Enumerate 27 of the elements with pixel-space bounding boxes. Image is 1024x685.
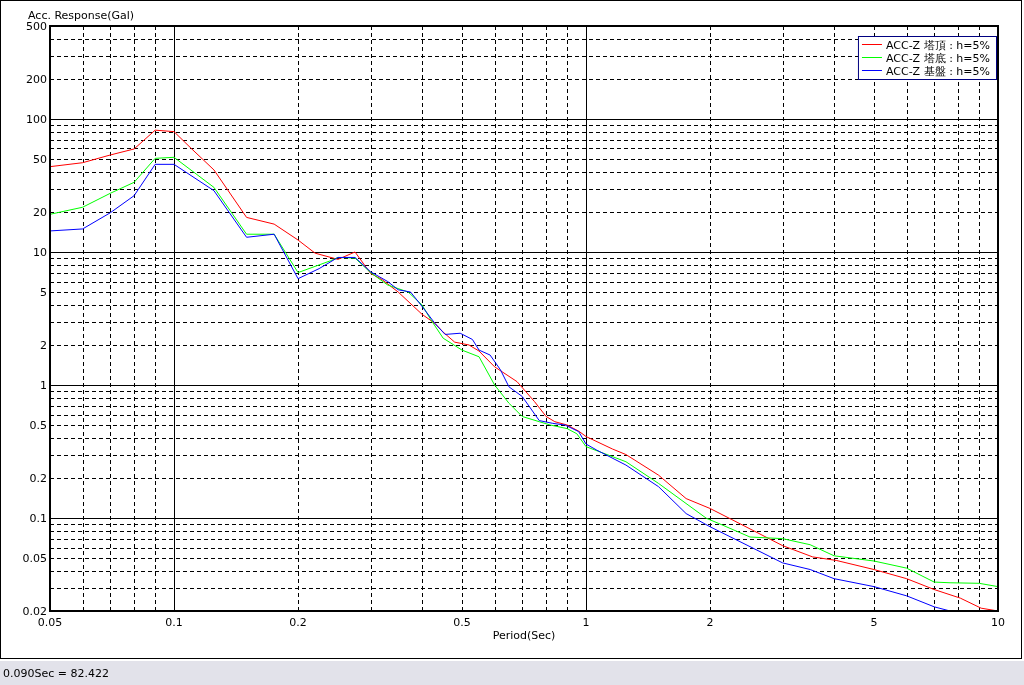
x-tick-label: 0.5 (453, 616, 471, 629)
y-tick-label: 0.5 (29, 419, 47, 433)
x-tick-label: 0.1 (165, 616, 183, 629)
x-tick-label: 1 (582, 616, 590, 629)
y-tick-label: 0.1 (29, 512, 47, 526)
y-tick-label: 1 (40, 379, 47, 393)
legend-label: ACC-Z 塔頂 : h=5% (885, 38, 990, 52)
y-tick-label: 2 (40, 338, 47, 352)
legend-label: ACC-Z 塔底 : h=5% (885, 51, 990, 65)
y-tick-label: 50 (33, 153, 47, 167)
y-tick-label: 5 (40, 286, 47, 300)
y-tick-label: 20 (33, 205, 47, 219)
text: 0.090Sec = 82.422 (3, 667, 109, 680)
y-tick-label: 0.02 (22, 605, 47, 618)
y-tick-label: 0.2 (29, 471, 47, 485)
y-tick-label: 0.05 (22, 552, 47, 566)
legend-label: ACC-Z 基盤 : h=5% (885, 64, 990, 78)
x-axis-title: Period(Sec) (492, 629, 556, 642)
x-tick-label: 5 (870, 616, 878, 629)
x-tick-label: 10 (991, 616, 1005, 629)
x-tick-label: 2 (706, 616, 714, 629)
y-tick-label: 100 (26, 112, 47, 126)
y-tick-label: 200 (26, 72, 47, 86)
y-tick-label: 500 (26, 20, 47, 33)
y-axis-title: Acc. Response(Gal) (28, 9, 135, 22)
y-tick-label: 10 (33, 245, 47, 259)
x-tick-label: 0.2 (289, 616, 307, 629)
